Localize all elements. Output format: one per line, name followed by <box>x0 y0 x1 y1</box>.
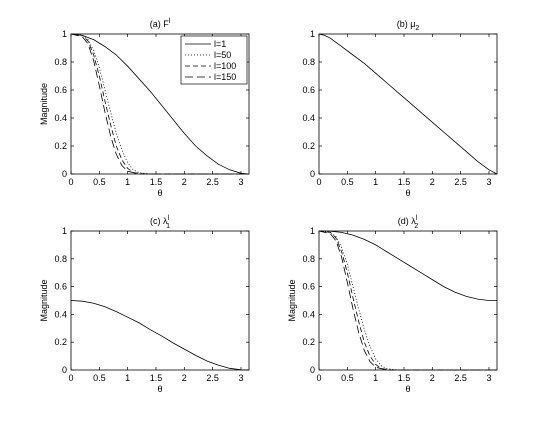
series-line-4 <box>318 230 497 371</box>
x-tick-label: 1.5 <box>398 373 411 383</box>
y-tick-label: 0.6 <box>302 282 315 292</box>
y-tick-label: 0 <box>310 365 315 375</box>
y-tick-label: 0.6 <box>54 282 67 292</box>
y-tick-label: 0.8 <box>302 254 315 264</box>
y-tick-label: 0 <box>62 169 67 179</box>
axes-box <box>318 230 498 371</box>
axes-box <box>318 33 498 175</box>
y-tick-label: 0.2 <box>54 141 67 151</box>
x-tick-label: 2.5 <box>454 373 467 383</box>
axes-box <box>70 230 250 371</box>
y-tick-label: 0.2 <box>54 337 67 347</box>
series-line-1 <box>318 230 497 301</box>
x-tick-label: 0.5 <box>341 373 354 383</box>
y-tick-label: 1 <box>310 226 315 236</box>
y-tick-label: 0.8 <box>302 57 315 67</box>
x-tick-label: 0 <box>316 373 321 383</box>
legend-entry: l=150 <box>214 72 236 82</box>
y-tick-label: 1 <box>62 226 67 236</box>
x-tick-label: 1 <box>373 373 378 383</box>
x-tick-label: 2 <box>182 177 187 187</box>
panel-title: (a) Fl <box>150 18 171 29</box>
x-tick-label: 3 <box>238 177 243 187</box>
x-tick-label: 2.5 <box>206 177 219 187</box>
y-tick-label: 1 <box>310 29 315 39</box>
y-tick-label: 0.8 <box>54 57 67 67</box>
y-tick-label: 0 <box>310 169 315 179</box>
y-axis-label: Magnitude <box>287 279 297 321</box>
series-line-1 <box>70 300 250 371</box>
x-axis-label: θ <box>157 384 162 394</box>
y-tick-label: 0.4 <box>302 309 315 319</box>
x-axis-label: θ <box>405 384 410 394</box>
x-tick-label: 1.5 <box>150 373 163 383</box>
y-tick-label: 0.6 <box>302 85 315 95</box>
y-tick-label: 0.4 <box>54 309 67 319</box>
series-line-2 <box>318 230 497 371</box>
panel-2: 0 0.5 1 1.5 2 2.5 3 0 0.2 0.4 0.6 0.8 1 θ (b) μ2 <box>302 19 498 198</box>
x-tick-label: 1 <box>373 177 378 187</box>
legend-entry: l=1 <box>214 39 226 49</box>
x-tick-label: 3 <box>486 373 491 383</box>
y-tick-label: 0.2 <box>302 337 315 347</box>
x-tick-label: 0 <box>68 373 73 383</box>
x-tick-label: 2 <box>430 373 435 383</box>
panel-title: (d) λl 2 <box>398 215 419 230</box>
x-tick-label: 2 <box>430 177 435 187</box>
x-tick-label: 0.5 <box>93 373 106 383</box>
panel-4: 0 0.5 1 1.5 2 2.5 3 0 0.2 0.4 0.6 0.8 1 θ Magnitude (d)… <box>287 215 498 394</box>
y-tick-label: 0.4 <box>302 113 315 123</box>
panel-1: 0 0.5 1 1.5 2 2.5 3 0 0.2 0.4 0.6 0.8 1 θ Magnitude (a)… <box>39 18 250 198</box>
x-tick-label: 2.5 <box>454 177 467 187</box>
x-tick-label: 2.5 <box>206 373 219 383</box>
x-axis-label: θ <box>405 188 410 198</box>
x-axis-label: θ <box>157 188 162 198</box>
y-axis-label: Magnitude <box>39 279 49 321</box>
series-line-3 <box>318 230 497 371</box>
panel-3: 0 0.5 1 1.5 2 2.5 3 0 0.2 0.4 0.6 0.8 1 θ Magnitude (c)… <box>39 215 250 394</box>
legend-entry: l=50 <box>214 50 231 60</box>
x-tick-label: 0 <box>68 177 73 187</box>
x-tick-label: 0.5 <box>341 177 354 187</box>
y-tick-label: 0.2 <box>302 141 315 151</box>
y-tick-label: 0.4 <box>54 113 67 123</box>
series-line-1 <box>70 33 250 175</box>
x-tick-label: 1.5 <box>398 177 411 187</box>
y-axis-label: Magnitude <box>39 83 49 125</box>
x-tick-label: 1 <box>125 373 130 383</box>
x-tick-label: 2 <box>182 373 187 383</box>
series-line-1 <box>318 33 498 175</box>
y-tick-label: 0 <box>62 365 67 375</box>
series-line-2 <box>70 33 249 175</box>
legend-entry: l=100 <box>214 61 236 71</box>
x-tick-label: 3 <box>486 177 491 187</box>
x-tick-label: 1.5 <box>150 177 163 187</box>
x-tick-label: 3 <box>238 373 243 383</box>
panel-title: (c) λl 1 <box>150 215 170 230</box>
x-tick-label: 0.5 <box>93 177 106 187</box>
y-tick-label: 1 <box>62 29 67 39</box>
y-tick-label: 0.6 <box>54 85 67 95</box>
y-tick-label: 0.8 <box>54 254 67 264</box>
x-tick-label: 0 <box>316 177 321 187</box>
series-line-4 <box>70 33 249 175</box>
panel-title: (b) μ2 <box>397 19 420 32</box>
x-tick-label: 1 <box>125 177 130 187</box>
